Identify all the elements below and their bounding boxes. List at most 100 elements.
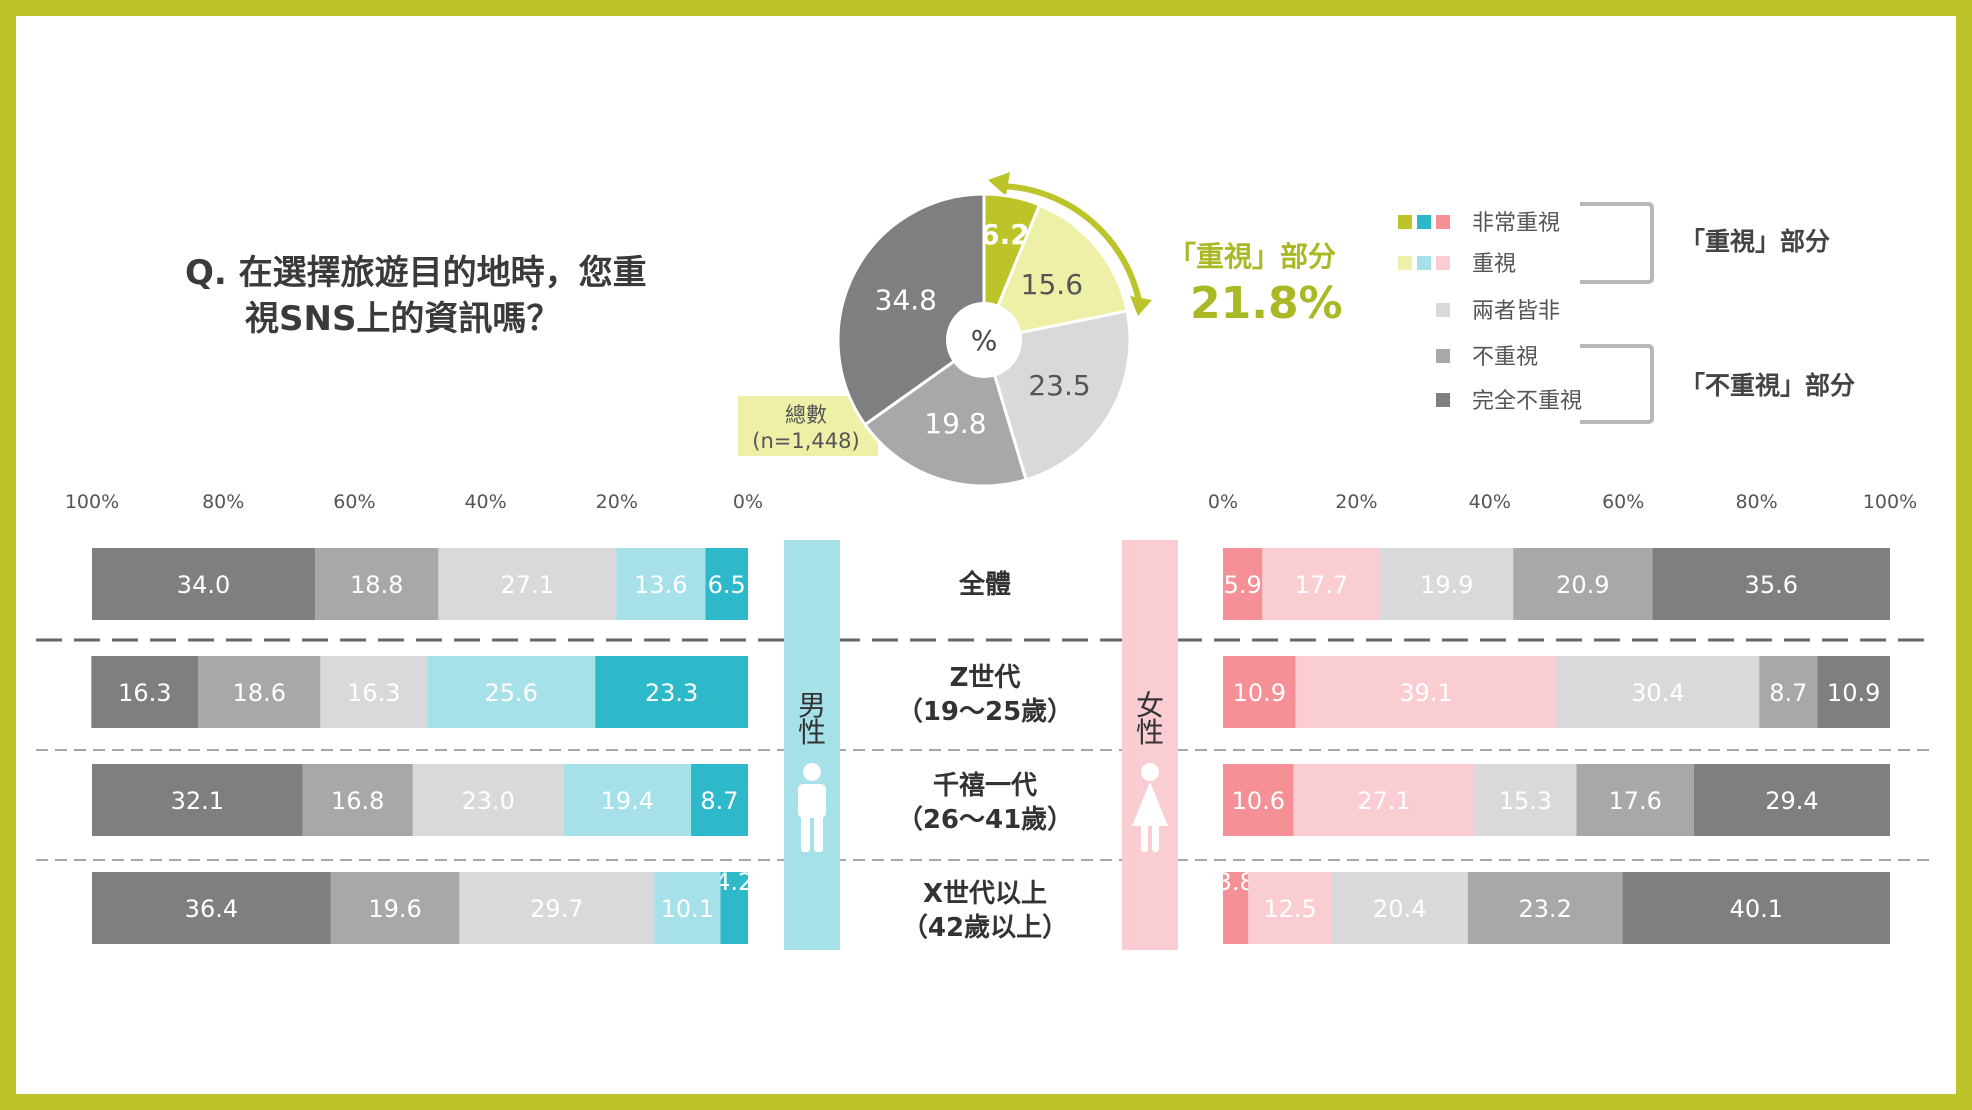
legend-swatch: [1398, 256, 1412, 270]
bar-value-label: 10.9: [1233, 679, 1286, 707]
category-label: 全體: [958, 569, 1011, 600]
legend-label: 完全不重視: [1472, 389, 1582, 414]
bar-segment: [92, 872, 331, 944]
bar-segment: [1223, 764, 1294, 836]
pie-slice: [836, 192, 986, 427]
bar-value-label: 10.6: [1232, 787, 1285, 815]
pie-slice-label: 23.5: [1028, 369, 1090, 402]
bar-segment: [198, 656, 321, 728]
bar-value-label: 10.9: [1827, 679, 1880, 707]
category-label: X世代以上: [923, 879, 1047, 909]
bar-segment: [1262, 548, 1381, 620]
bar-value-label: 27.1: [501, 571, 554, 599]
female-label-2: 性: [1136, 716, 1164, 749]
legend-swatch: [1436, 393, 1450, 407]
bar-segment: [92, 548, 316, 620]
bar-segment: [1817, 656, 1890, 728]
bar-segment: [1380, 548, 1514, 620]
pie-slice: [981, 203, 1129, 343]
bar-value-label: 36.4: [185, 895, 238, 923]
bar-segment: [1223, 656, 1296, 728]
male-band: [784, 540, 840, 950]
category-label: Z世代: [950, 663, 1021, 693]
bar-segment: [315, 548, 439, 620]
axis-tick-label: 40%: [464, 491, 506, 513]
male-label-2: 性: [798, 716, 826, 749]
bar-segment: [1223, 872, 1249, 944]
total-label: 總數: [785, 403, 827, 427]
axis-tick-label: 20%: [1335, 491, 1377, 513]
bar-value-label: 5.9: [1224, 571, 1262, 599]
legend-group-important: 「重視」部分: [1680, 227, 1830, 256]
callout-arrow-end: [1130, 296, 1152, 316]
pie-slice-label: 34.8: [875, 284, 937, 317]
bar-value-label: 15.3: [1499, 787, 1552, 815]
bar-segment: [1652, 548, 1890, 620]
bar-value-label: 29.4: [1765, 787, 1818, 815]
bar-segment: [1513, 548, 1653, 620]
legend-swatch: [1436, 349, 1450, 363]
legend-bracket-not-important: [1580, 344, 1654, 424]
bar-value-label: 32.1: [171, 787, 224, 815]
category-sublabel: （42歲以上）: [902, 913, 1068, 943]
question-title: Q. 在選擇旅遊目的地時，您重 視SNS上的資訊嗎？: [185, 250, 647, 342]
female-label-1: 女: [1136, 689, 1164, 722]
bar-value-label: 27.1: [1357, 787, 1410, 815]
category-label: 千禧一代: [933, 771, 1037, 801]
legend-swatch: [1436, 256, 1450, 270]
bar-segment: [720, 872, 748, 944]
bar-segment: [1474, 764, 1577, 836]
bar-value-label: 40.1: [1730, 895, 1783, 923]
axis-tick-label: 80%: [1735, 491, 1777, 513]
bar-segment: [1248, 872, 1332, 944]
legend-swatch: [1398, 215, 1412, 229]
axis-tick-label: 60%: [1602, 491, 1644, 513]
bar-value-label: 18.6: [233, 679, 286, 707]
bar-segment: [427, 656, 596, 728]
pie-slice-label: 19.8: [924, 407, 986, 440]
legend-label: 不重視: [1472, 345, 1538, 370]
legend-label: 兩者皆非: [1472, 299, 1560, 324]
bar-segment: [690, 764, 748, 836]
legend-swatch: [1436, 215, 1450, 229]
legend-swatch: [1436, 303, 1450, 317]
axis-tick-label: 40%: [1469, 491, 1511, 513]
bar-value-label: 23.0: [462, 787, 515, 815]
bar-segment: [1576, 764, 1694, 836]
question-line-2: 視SNS上的資訊嗎？: [245, 299, 561, 339]
bar-value-label: 18.8: [350, 571, 403, 599]
bar-segment: [1293, 764, 1475, 836]
female-icon: [1132, 763, 1168, 852]
bar-value-label: 19.6: [368, 895, 421, 923]
male-label-1: 男: [798, 689, 826, 722]
category-sublabel: （19～25歲）: [897, 697, 1073, 727]
legend-label: 非常重視: [1472, 211, 1560, 236]
pie-center-label: %: [971, 324, 998, 357]
bar-value-label: 19.9: [1420, 571, 1473, 599]
bar-value-label: 10.1: [661, 895, 714, 923]
bar-segment: [1556, 656, 1760, 728]
bar-segment: [412, 764, 564, 836]
callout-value: 21.8%: [1190, 278, 1343, 329]
callout-arrow-start: [988, 172, 1010, 196]
bar-value-label: 12.5: [1263, 895, 1316, 923]
bar-segment: [302, 764, 413, 836]
bar-value-label: 23.2: [1518, 895, 1571, 923]
category-labels: 全體 Z世代 （19～25歲） 千禧一代 （26～41歲） X世代以上 （42歲以上）: [897, 569, 1073, 943]
bar-segment: [1759, 656, 1818, 728]
bar-value-label: 4.2: [715, 868, 753, 896]
bar-segment: [705, 548, 748, 620]
bar-segment: [1223, 548, 1263, 620]
bar-value-label: 20.4: [1373, 895, 1426, 923]
bar-segment: [438, 548, 617, 620]
legend-swatch: [1417, 256, 1431, 270]
bar-segment: [654, 872, 721, 944]
pie-center-hole: [946, 302, 1022, 378]
bar-value-label: 19.4: [601, 787, 654, 815]
bar-value-label: 20.9: [1556, 571, 1609, 599]
pie-slice-label: 15.6: [1021, 268, 1083, 301]
bar-value-label: 29.7: [530, 895, 583, 923]
bar-segment: [1295, 656, 1557, 728]
